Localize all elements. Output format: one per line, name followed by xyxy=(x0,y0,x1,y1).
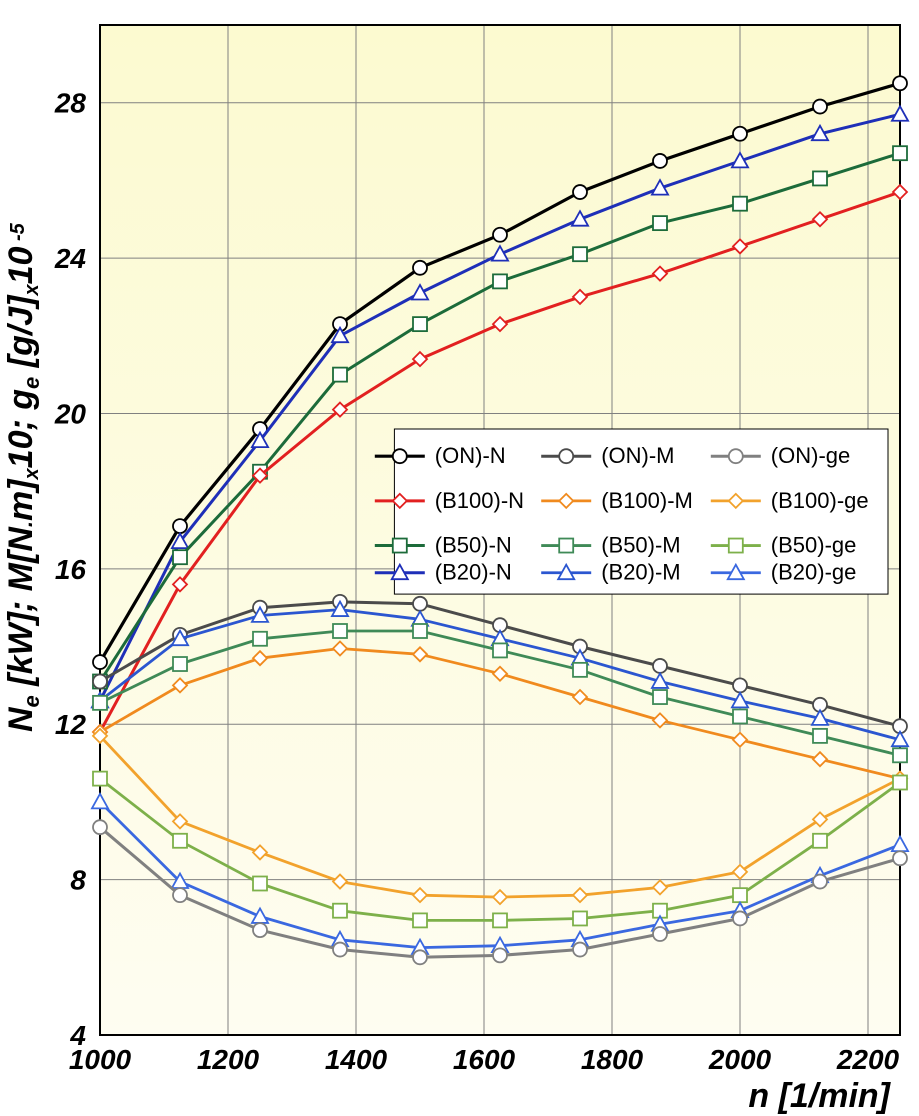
x-tick-label: 1800 xyxy=(581,1044,644,1075)
legend-label: (B20)-M xyxy=(601,560,680,585)
legend-label: (B100)-N xyxy=(435,488,524,513)
y-tick-label: 4 xyxy=(69,1020,86,1051)
legend-label: (B100)-M xyxy=(601,488,693,513)
legend-label: (B50)-M xyxy=(601,533,680,558)
y-tick-label: 8 xyxy=(70,865,86,896)
x-tick-label: 2000 xyxy=(708,1044,772,1075)
engine-performance-chart: (ON)-N (ON)-M (ON)-ge (B100)-N (B100)-M (B100… xyxy=(0,0,919,1116)
legend-label: (ON)-M xyxy=(601,443,674,468)
x-tick-label: 2200 xyxy=(836,1044,900,1075)
chart-svg: (ON)-N (ON)-M (ON)-ge (B100)-N (B100)-M (B100… xyxy=(0,0,919,1116)
y-tick-label: 20 xyxy=(54,398,87,429)
x-axis-title: n [1/min] xyxy=(748,1077,891,1115)
legend-label: (ON)-N xyxy=(435,443,506,468)
x-tick-label: 1400 xyxy=(325,1044,388,1075)
legend-label: (B50)-N xyxy=(435,533,512,558)
y-tick-label: 24 xyxy=(54,243,87,274)
x-tick-label: 1600 xyxy=(453,1044,516,1075)
legend-label: (B50)-ge xyxy=(771,533,857,558)
legend-label: (B20)-N xyxy=(435,560,512,585)
y-tick-label: 12 xyxy=(55,709,87,740)
y-tick-label: 16 xyxy=(55,554,87,585)
legend-label: (B100)-ge xyxy=(771,488,869,513)
y-axis-title: Ne [kW]; M[N.m]x10; ge [g/J]x10 -5 xyxy=(2,222,44,732)
legend-label: (B20)-ge xyxy=(771,560,857,585)
y-tick-label: 28 xyxy=(54,88,87,119)
legend-label: (ON)-ge xyxy=(771,443,850,468)
x-tick-label: 1200 xyxy=(197,1044,260,1075)
